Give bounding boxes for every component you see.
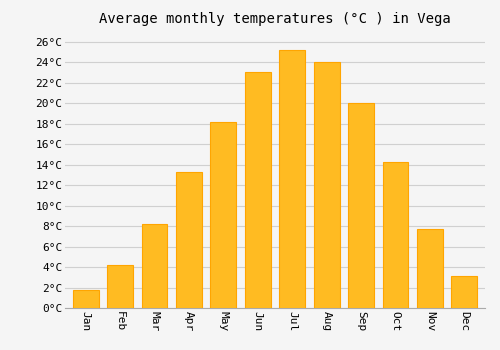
Bar <box>107 265 133 308</box>
Bar <box>210 121 236 308</box>
Bar <box>348 103 374 308</box>
Bar <box>452 276 477 308</box>
Bar <box>417 229 443 308</box>
Title: Average monthly temperatures (°C ) in Vega: Average monthly temperatures (°C ) in Ve… <box>99 12 451 26</box>
Bar <box>314 62 340 308</box>
Bar <box>245 72 270 308</box>
Bar <box>382 162 408 308</box>
Bar <box>72 289 99 308</box>
Bar <box>176 172 202 308</box>
Bar <box>280 50 305 308</box>
Bar <box>142 224 168 308</box>
